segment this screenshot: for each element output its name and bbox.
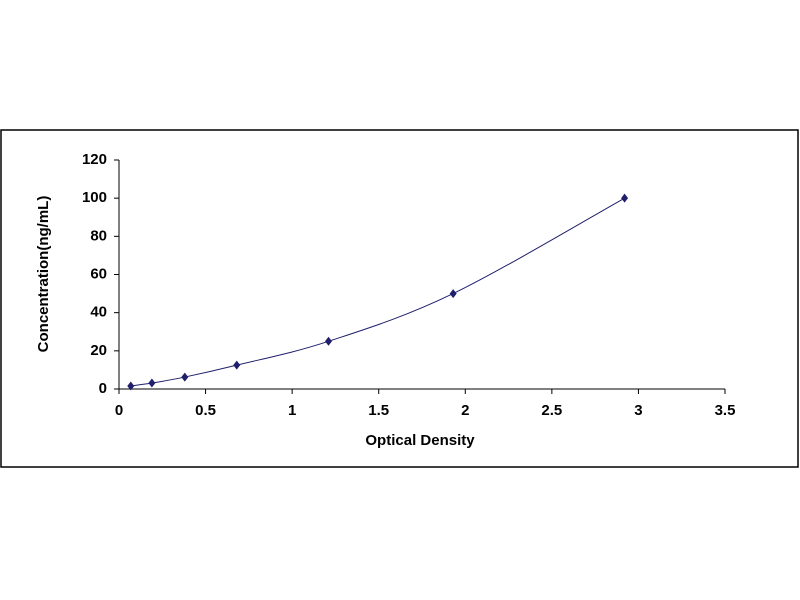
data-point [127,381,135,391]
y-axis-label: Concentration(ng/mL) [35,196,52,353]
y-tick-label: 80 [90,227,107,244]
fit-curve [130,197,625,387]
x-tick-label: 0.5 [195,402,216,419]
data-point [233,360,241,370]
chart-frame [0,129,799,468]
data-point [181,372,189,382]
x-tick-label: 2 [461,402,469,419]
y-tick-label: 60 [90,265,107,282]
x-tick-label: 0 [115,402,123,419]
x-tick-label: 2.5 [541,402,562,419]
x-tick-label: 1.5 [368,402,389,419]
y-tick-label: 40 [90,304,107,321]
y-tick-label: 100 [82,189,107,206]
y-tick-label: 0 [99,380,107,397]
y-tick-label: 120 [82,151,107,168]
y-tick-label: 20 [90,342,107,359]
x-tick-label: 3.5 [715,402,736,419]
data-point [621,193,629,203]
x-tick-label: 3 [634,402,642,419]
data-point [148,378,156,388]
x-tick-label: 1 [288,402,296,419]
data-point [325,336,333,346]
data-point [449,289,457,299]
x-axis-label: Optical Density [365,432,475,449]
